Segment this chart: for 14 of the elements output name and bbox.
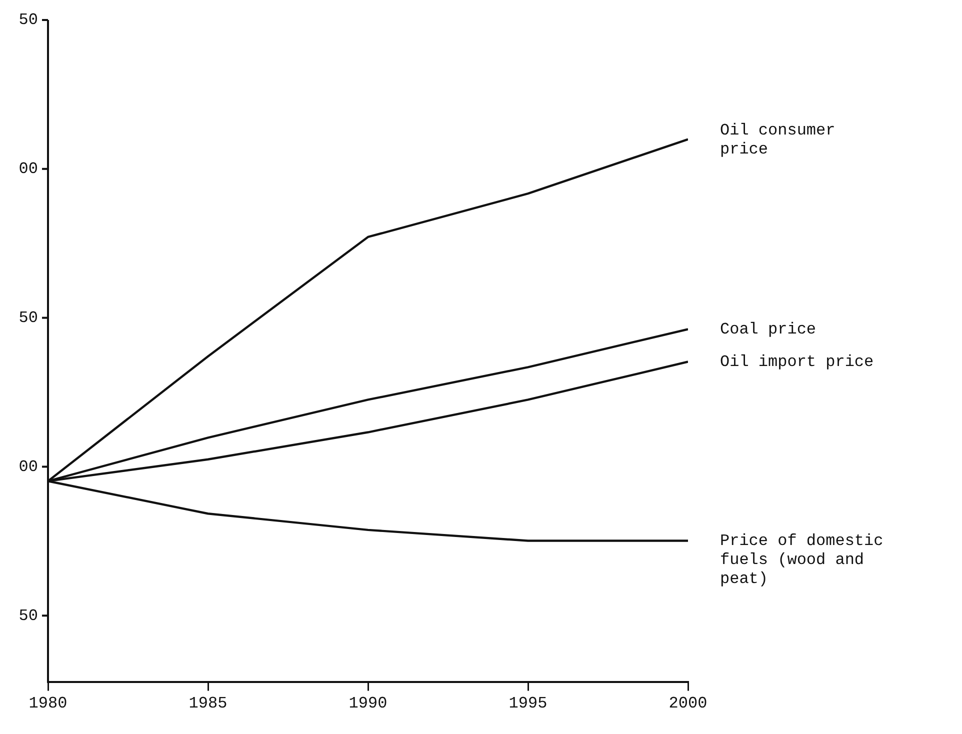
text: Oil consumer price xyxy=(720,122,836,159)
x-tick-label: 1990 xyxy=(348,694,388,713)
x-tick-label: 1985 xyxy=(188,694,228,713)
x-tick-label: 1995 xyxy=(508,694,548,713)
x-tick-label: 1980 xyxy=(28,694,68,713)
text: Price of domestic fuels (wood and peat) xyxy=(720,532,884,588)
text: 50 xyxy=(18,11,38,30)
text: 00 xyxy=(18,160,38,178)
text: Oil import price xyxy=(720,352,874,371)
text: 50 xyxy=(18,606,38,625)
x-tick-label: 2000 xyxy=(668,694,708,713)
text: Coal price xyxy=(720,320,816,338)
text: 00 xyxy=(18,458,38,476)
text: 50 xyxy=(18,309,38,328)
